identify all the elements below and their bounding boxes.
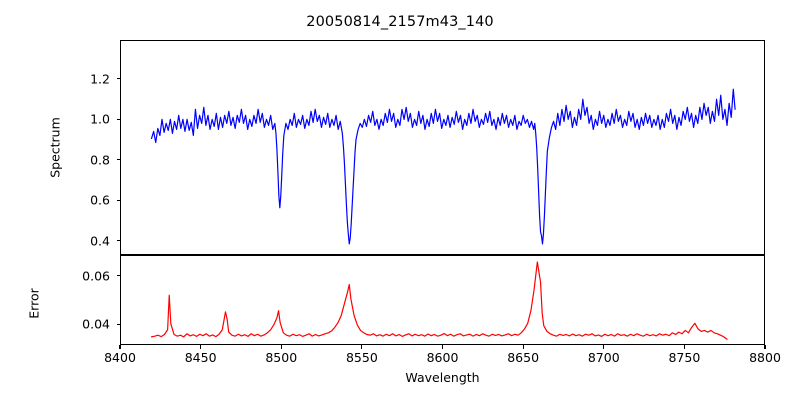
- y-tick-mark-error: [116, 323, 120, 325]
- x-tick-label: 8650: [507, 350, 540, 365]
- y-tick-mark-spectrum: [116, 159, 120, 161]
- y-tick-label-error: 0.04: [82, 316, 110, 332]
- x-tick-label: 8600: [426, 350, 459, 365]
- spectrum-plot-area: [120, 40, 765, 255]
- x-axis-label: Wavelength: [405, 370, 480, 385]
- y-axis-label-spectrum: Spectrum: [47, 117, 63, 178]
- x-tick-mark: [361, 345, 363, 349]
- error-plot-area: [120, 255, 765, 345]
- y-axis-label-error: Error: [26, 288, 42, 319]
- y-tick-mark-error: [116, 275, 120, 277]
- y-tick-label-error: 0.06: [82, 268, 110, 284]
- x-tick-mark: [764, 345, 766, 349]
- x-tick-mark: [441, 345, 444, 349]
- x-tick-label: 8400: [104, 350, 136, 365]
- y-tick-label-spectrum: 0.8: [90, 152, 110, 168]
- x-tick-mark: [280, 345, 282, 349]
- y-tick-mark-spectrum: [116, 199, 120, 201]
- spectrum-line-series: [121, 41, 764, 254]
- x-tick-label: 8450: [184, 350, 217, 365]
- y-tick-label-spectrum: 0.4: [90, 233, 110, 249]
- x-tick-mark: [683, 345, 685, 349]
- x-tick-label: 8750: [668, 350, 701, 365]
- x-tick-mark: [603, 345, 605, 349]
- y-tick-label-spectrum: 0.6: [90, 192, 110, 208]
- y-tick-label-spectrum: 1.0: [90, 111, 110, 127]
- x-tick-label: 8700: [587, 350, 620, 365]
- x-tick-label: 8550: [345, 350, 378, 365]
- x-tick-mark: [200, 345, 202, 349]
- figure-title: 20050814_2157m43_140: [306, 14, 494, 30]
- x-tick-label: 8800: [749, 350, 781, 365]
- y-tick-mark-spectrum: [116, 77, 120, 80]
- y-tick-mark-spectrum: [116, 240, 120, 242]
- y-tick-mark-spectrum: [116, 118, 120, 120]
- error-line-series: [121, 256, 764, 344]
- x-tick-label: 8500: [265, 350, 298, 365]
- x-tick-mark: [119, 345, 121, 349]
- x-tick-mark: [522, 345, 524, 349]
- y-tick-label-spectrum: 1.2: [90, 71, 110, 87]
